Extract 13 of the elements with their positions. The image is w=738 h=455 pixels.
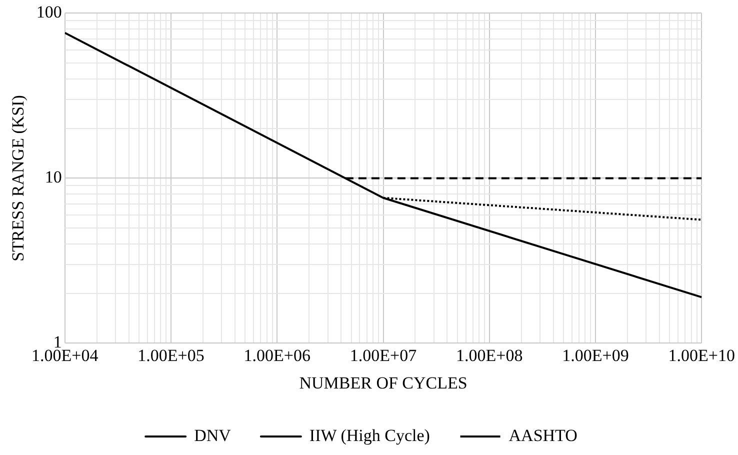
x-axis-title: NUMBER OF CYCLES (299, 373, 468, 392)
x-tick-label: 1.00E+05 (138, 346, 204, 365)
x-tick-label: 1.00E+08 (456, 346, 523, 365)
x-tick-label: 1.00E+07 (350, 346, 418, 365)
legend-label: DNV (194, 426, 232, 445)
y-axis-title: STRESS RANGE (KSI) (8, 95, 28, 262)
x-tick-label: 1.00E+09 (562, 346, 629, 365)
legend-label: IIW (High Cycle) (309, 426, 430, 445)
y-tick-label: 100 (36, 2, 62, 22)
y-tick-label: 10 (44, 168, 62, 187)
x-tick-label: 1.00E+10 (668, 346, 736, 365)
legend-label: AASHTO (508, 426, 578, 445)
x-tick-label: 1.00E+06 (244, 346, 311, 365)
